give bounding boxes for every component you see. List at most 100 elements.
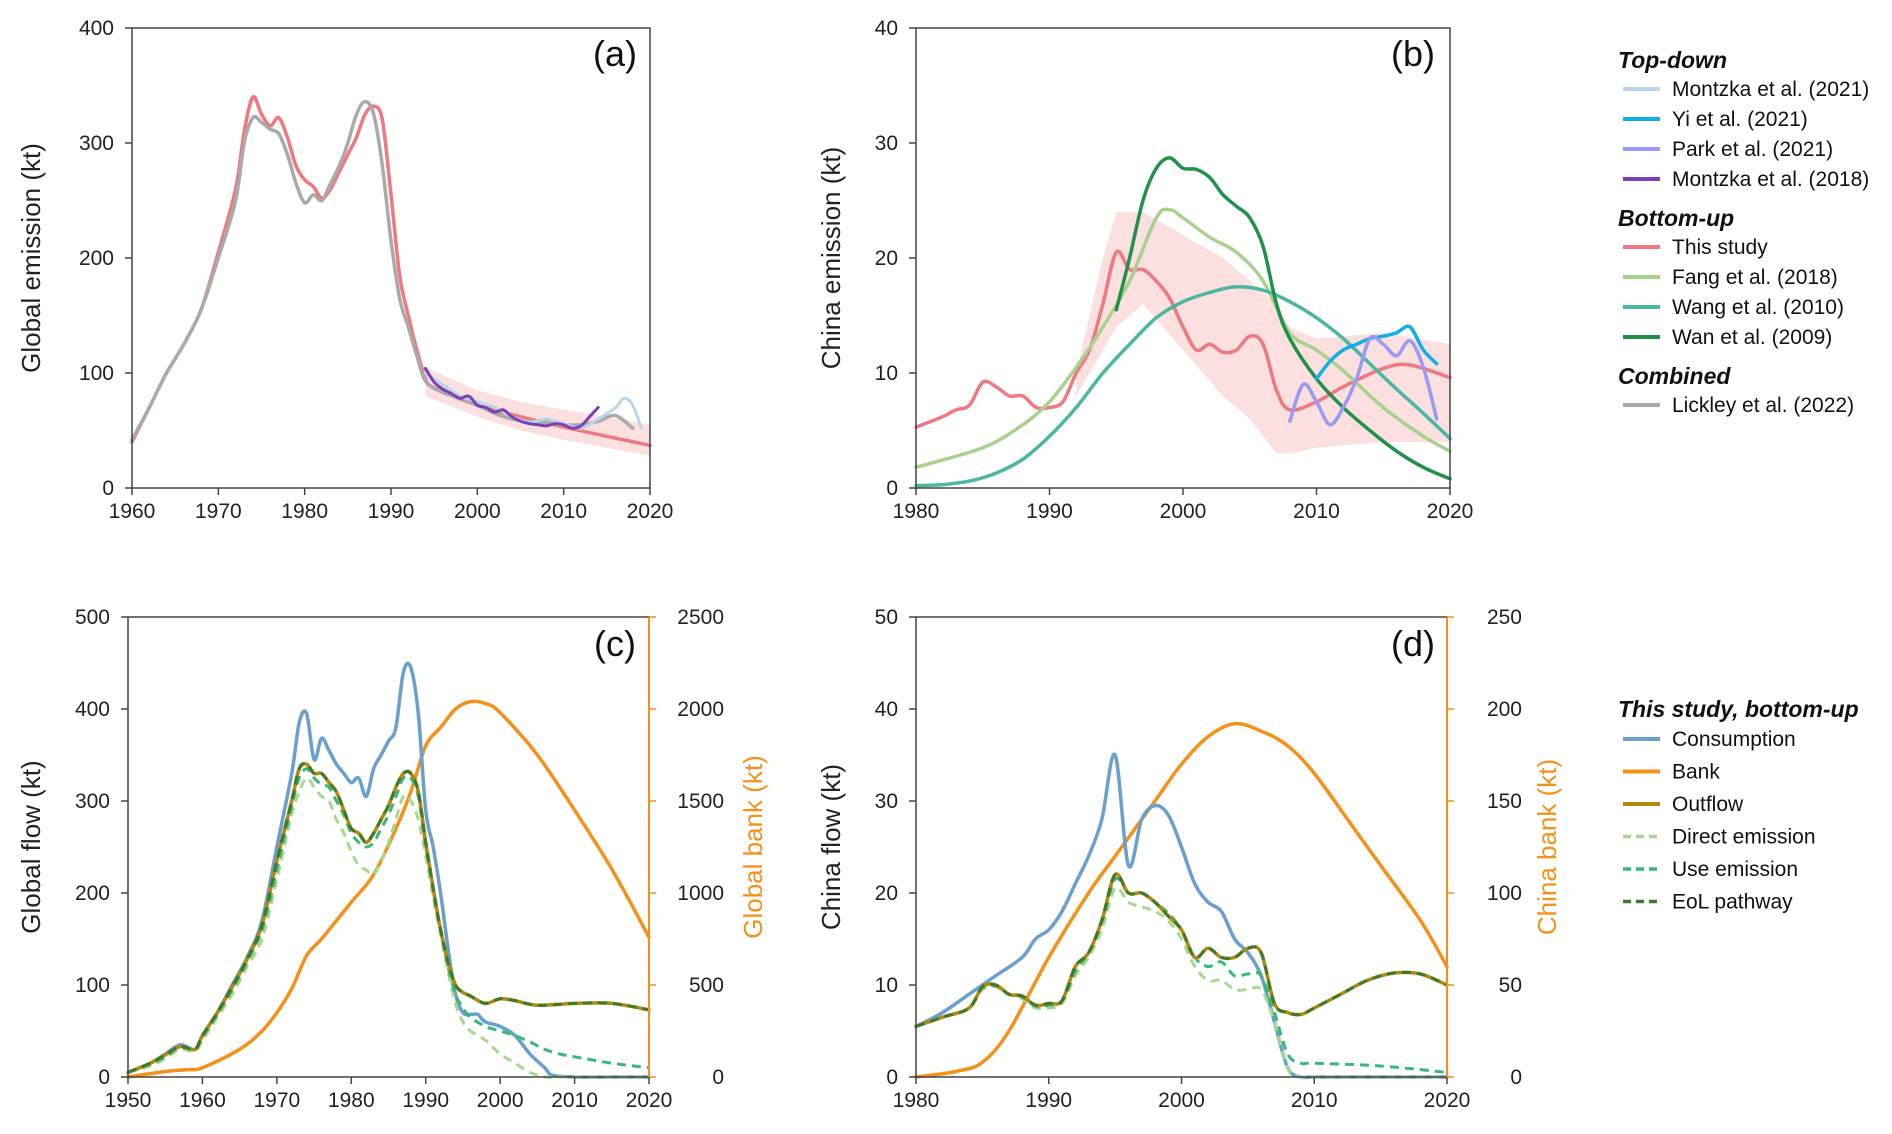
series-line-outflow [914, 872, 1449, 1029]
y-tick-label: 20 [875, 882, 898, 905]
y-tick-label: 0 [98, 1066, 110, 1089]
tick-layer: 1980 1990 2000 2010 2020 0 10 20 30 40 [875, 17, 1474, 523]
x-tick-label: 1960 [179, 1089, 226, 1112]
y-tick-label: 40 [875, 698, 898, 721]
legend-label: Montzka et al. (2021) [1672, 78, 1869, 101]
x-tick-label: 2010 [540, 500, 587, 523]
legend-label: Outflow [1672, 793, 1744, 816]
legend-this-study: This study, bottom-up Consumption Bank Outf… [1618, 696, 1859, 914]
panel-a: 1960 1970 1980 1990 2000 2010 2020 0 100 200 300 40… [16, 17, 673, 523]
legend-label: Consumption [1672, 728, 1796, 751]
right-y-tick-label: 2000 [677, 698, 724, 721]
right-y-tick-label: 0 [1510, 1066, 1522, 1089]
y-tick-label: 400 [79, 17, 114, 40]
x-tick-label: 1980 [893, 1089, 940, 1112]
panel-label: (a) [593, 33, 637, 74]
legend-label: Wan et al. (2009) [1672, 326, 1832, 349]
tick-layer: 1950 1960 1970 1980 1990 2000 2010 2020 0 100 200 3… [75, 606, 724, 1112]
legend-label: Use emission [1672, 858, 1798, 881]
right-y-tick-label: 100 [1487, 882, 1522, 905]
series-layer [914, 156, 1452, 488]
panel-b: 1980 1990 2000 2010 2020 0 10 20 30 40 China emis… [816, 17, 1473, 523]
x-tick-label: 2020 [1427, 500, 1474, 523]
x-tick-label: 2000 [477, 1089, 524, 1112]
panel-label: (d) [1391, 623, 1435, 664]
x-tick-label: 2000 [1158, 1089, 1205, 1112]
x-tick-label: 1990 [368, 500, 415, 523]
y-tick-label: 0 [102, 477, 114, 500]
legend-label: Montzka et al. (2018) [1672, 168, 1869, 191]
right-y-tick-label: 1500 [677, 790, 724, 813]
uncertainty-band-layer [1076, 212, 1450, 454]
y-axis-label: Global emission (kt) [16, 143, 46, 373]
y-tick-label: 20 [875, 247, 898, 270]
right-y-tick-label: 50 [1499, 974, 1522, 997]
x-tick-label: 1970 [253, 1089, 300, 1112]
y-tick-label: 0 [886, 1066, 898, 1089]
panel-label: (b) [1391, 33, 1435, 74]
right-y-tick-label: 2500 [677, 606, 724, 629]
x-tick-label: 1990 [1025, 1089, 1072, 1112]
y-tick-label: 30 [875, 132, 898, 155]
y-tick-label: 200 [79, 247, 114, 270]
series-line-lickley-et-al-2022 [130, 99, 635, 442]
series-line-consumption [914, 752, 1449, 1080]
y-tick-label: 30 [875, 790, 898, 813]
series-layer [126, 661, 651, 1079]
panel-label: (c) [594, 623, 636, 664]
y-tick-label: 50 [875, 606, 898, 629]
legend-group-heading: This study, bottom-up [1618, 696, 1859, 722]
x-tick-label: 2000 [1160, 500, 1207, 523]
series-line-park-et-al-2021 [1288, 334, 1439, 427]
uncertainty-band-layer [425, 367, 650, 456]
y-tick-label: 200 [75, 882, 110, 905]
right-y-tick-label: 0 [712, 1066, 724, 1089]
uncertainty-band [1076, 212, 1450, 454]
y-tick-label: 0 [886, 477, 898, 500]
y-tick-label: 100 [79, 362, 114, 385]
x-tick-label: 2000 [454, 500, 501, 523]
series-layer [130, 94, 652, 448]
x-tick-label: 2020 [626, 1089, 673, 1112]
series-line-fang-et-al-2018 [914, 207, 1452, 470]
legend-group-heading: Bottom-up [1618, 205, 1734, 231]
right-y-tick-label: 1000 [677, 882, 724, 905]
series-line-direct-emission [127, 776, 649, 1079]
legend-label: Fang et al. (2018) [1672, 266, 1838, 289]
y-tick-label: 10 [875, 974, 898, 997]
x-tick-label: 1960 [109, 500, 156, 523]
x-tick-label: 2010 [551, 1089, 598, 1112]
legend-label: Park et al. (2021) [1672, 138, 1833, 161]
right-y-axis-label: Global bank (kt) [738, 755, 768, 939]
right-y-tick-label: 150 [1487, 790, 1522, 813]
y-tick-label: 300 [75, 790, 110, 813]
series-line-eol-pathway [915, 872, 1448, 1028]
y-tick-label: 100 [75, 974, 110, 997]
legend-label: Wang et al. (2010) [1672, 296, 1844, 319]
legend-label: Direct emission [1672, 826, 1816, 849]
uncertainty-band [425, 367, 650, 456]
x-tick-label: 1980 [328, 1089, 375, 1112]
legend-label: Yi et al. (2021) [1672, 108, 1808, 131]
right-y-axis-label: China bank (kt) [1532, 759, 1562, 935]
x-tick-label: 2020 [1424, 1089, 1471, 1112]
series-line-wan-et-al-2009 [1114, 156, 1452, 481]
x-tick-label: 1990 [1026, 500, 1073, 523]
x-tick-label: 1990 [402, 1089, 449, 1112]
x-tick-label: 2010 [1293, 500, 1340, 523]
right-y-tick-label: 500 [689, 974, 724, 997]
y-tick-label: 500 [75, 606, 110, 629]
legend-group-heading: Combined [1618, 363, 1731, 389]
series-line-consumption [126, 661, 651, 1079]
panel-c: 1950 1960 1970 1980 1990 2000 2010 2020 0 100 200 3… [16, 606, 768, 1112]
right-y-tick-label: 200 [1487, 698, 1522, 721]
tick-layer: 1960 1970 1980 1990 2000 2010 2020 0 100 200 300 40… [79, 17, 673, 523]
y-tick-label: 40 [875, 17, 898, 40]
x-tick-label: 1970 [195, 500, 242, 523]
series-line-outflow [126, 761, 651, 1075]
series-line-bank [914, 721, 1449, 1079]
series-line-eol-pathway [127, 762, 650, 1074]
legend-group-heading: Top-down [1618, 47, 1727, 73]
y-axis-label: Global flow (kt) [16, 760, 46, 933]
